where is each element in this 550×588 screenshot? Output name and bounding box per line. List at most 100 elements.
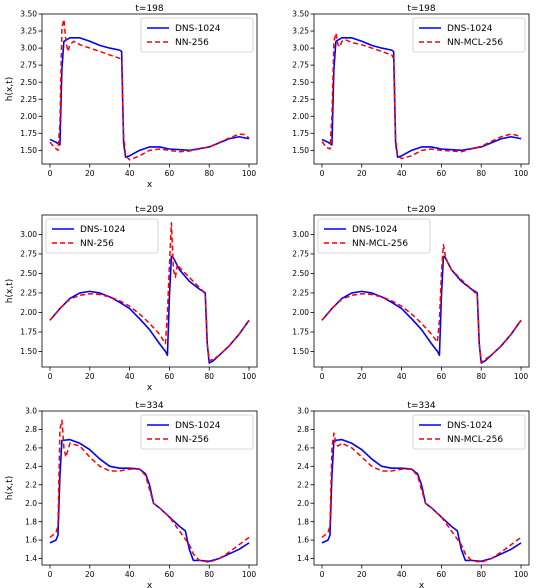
- x-tick-label: 0: [48, 169, 53, 178]
- series-group: [321, 432, 522, 563]
- x-tick-label: 60: [437, 169, 447, 178]
- x-tick-label: 0: [48, 372, 53, 381]
- chart-title: t=198: [407, 4, 436, 14]
- legend-label: NN-256: [80, 239, 114, 249]
- y-tick-label: 2.75: [292, 250, 309, 259]
- x-axis-label: x: [147, 383, 153, 393]
- y-tick-label: 2.25: [20, 95, 37, 104]
- x-tick-label: 80: [476, 372, 486, 381]
- series-group: [49, 222, 250, 364]
- legend-label: DNS-1024: [175, 421, 221, 431]
- y-tick-label: 2.50: [20, 78, 37, 87]
- x-tick-label: 40: [397, 169, 407, 178]
- y-tick-label: 2.4: [297, 462, 309, 471]
- series-nn-line: [49, 18, 250, 161]
- y-tick-label: 2.25: [20, 289, 37, 298]
- y-tick-label: 2.00: [20, 112, 37, 121]
- series-nn-line: [321, 32, 522, 160]
- y-tick-label: 2.75: [292, 61, 309, 70]
- y-tick-label: 2.75: [20, 61, 37, 70]
- legend: DNS-1024 NN-MCL-256: [412, 17, 526, 53]
- chart-panel-3: t=209 0 20 40 60 80 100 1.50 1.75 2.00 2.25 2.50 2.7…: [5, 205, 258, 393]
- y-tick-label: 1.50: [292, 347, 309, 356]
- series-dns-line: [49, 37, 250, 158]
- y-tick-label: 3.00: [292, 230, 309, 239]
- y-tick-label: 1.75: [292, 328, 309, 337]
- series-dns-line: [49, 438, 250, 563]
- x-tick-label: 80: [204, 372, 214, 381]
- x-tick-label: 100: [242, 372, 257, 381]
- y-tick-label: 3.50: [292, 10, 309, 19]
- chart-panel-4: t=209 0 20 40 60 80 100 1.50 1.75 2.00 2.25 2.50 2.7…: [292, 205, 530, 381]
- y-tick-label: 2.75: [20, 250, 37, 259]
- x-tick-label: 100: [514, 169, 529, 178]
- y-tick-label: 3.00: [20, 230, 37, 239]
- x-tick-label: 40: [125, 570, 135, 579]
- chart-panel-5: t=334 0 20 40 60 80 100 1.4 1.6 1.8 2.0 2.2 2.4 2.6 2.…: [5, 401, 258, 588]
- series-group: [49, 18, 250, 161]
- legend-box: [412, 414, 526, 450]
- x-axis-label: x: [419, 581, 425, 588]
- x-tick-label: 100: [514, 372, 529, 381]
- y-tick-label: 2.50: [292, 269, 309, 278]
- x-tick-label: 20: [357, 372, 367, 381]
- x-tick-label: 20: [357, 570, 367, 579]
- x-tick-label: 20: [85, 570, 95, 579]
- legend-label: DNS-1024: [80, 225, 126, 235]
- chart-title: t=334: [407, 401, 436, 411]
- axes-frame: [41, 13, 258, 165]
- y-tick-label: 3.00: [20, 44, 37, 53]
- series-group: [321, 32, 522, 160]
- x-tick-label: 40: [397, 372, 407, 381]
- x-tick-label: 100: [242, 570, 257, 579]
- legend-box: [140, 17, 254, 53]
- legend: DNS-1024 NN-256: [140, 414, 254, 450]
- y-tick-label: 1.6: [25, 536, 37, 545]
- y-tick-label: 2.0: [297, 499, 309, 508]
- y-tick-label: 2.2: [25, 480, 37, 489]
- legend-label: NN-MCL-256: [352, 239, 408, 249]
- legend-label: DNS-1024: [447, 421, 493, 431]
- x-tick-label: 20: [357, 169, 367, 178]
- legend-label: NN-MCL-256: [447, 435, 503, 445]
- series-nn-line: [49, 222, 250, 362]
- y-tick-label: 1.8: [297, 517, 309, 526]
- x-tick-label: 60: [437, 372, 447, 381]
- y-tick-label: 1.75: [20, 129, 37, 138]
- y-tick-label: 2.8: [297, 425, 309, 434]
- series-dns-line: [321, 255, 522, 364]
- legend: DNS-1024 NN-MCL-256: [317, 218, 431, 254]
- x-tick-label: 100: [514, 570, 529, 579]
- y-tick-label: 3.0: [25, 407, 37, 416]
- axes-frame: [313, 13, 530, 165]
- legend-box: [317, 218, 431, 254]
- y-tick-label: 2.6: [297, 443, 309, 452]
- x-tick-label: 60: [165, 169, 175, 178]
- legend: DNS-1024 NN-256: [140, 17, 254, 53]
- x-tick-label: 0: [48, 570, 53, 579]
- y-tick-label: 3.0: [297, 407, 309, 416]
- y-tick-label: 2.25: [292, 289, 309, 298]
- series-nn-line: [49, 419, 250, 563]
- legend-label: DNS-1024: [352, 225, 398, 235]
- x-tick-label: 0: [320, 372, 325, 381]
- x-tick-label: 60: [165, 372, 175, 381]
- y-tick-label: 1.4: [297, 554, 309, 563]
- x-tick-label: 100: [242, 169, 257, 178]
- y-tick-label: 3.50: [20, 10, 37, 19]
- legend-box: [140, 414, 254, 450]
- legend-label: NN-256: [175, 38, 209, 48]
- x-tick-label: 20: [85, 169, 95, 178]
- y-tick-label: 2.50: [20, 269, 37, 278]
- x-tick-label: 80: [204, 169, 214, 178]
- x-tick-label: 40: [125, 372, 135, 381]
- y-tick-label: 2.00: [292, 112, 309, 121]
- y-tick-label: 3.00: [292, 44, 309, 53]
- series-nn-line: [321, 243, 522, 364]
- y-axis-label: h(x,t): [5, 279, 15, 303]
- chart-panel-2: t=198 0 20 40 60 80 100 1.50 1.75 2.00 2.25 2.50 2.7…: [292, 4, 530, 178]
- x-axis-label: x: [147, 180, 153, 190]
- x-tick-label: 60: [165, 570, 175, 579]
- y-tick-label: 1.50: [292, 146, 309, 155]
